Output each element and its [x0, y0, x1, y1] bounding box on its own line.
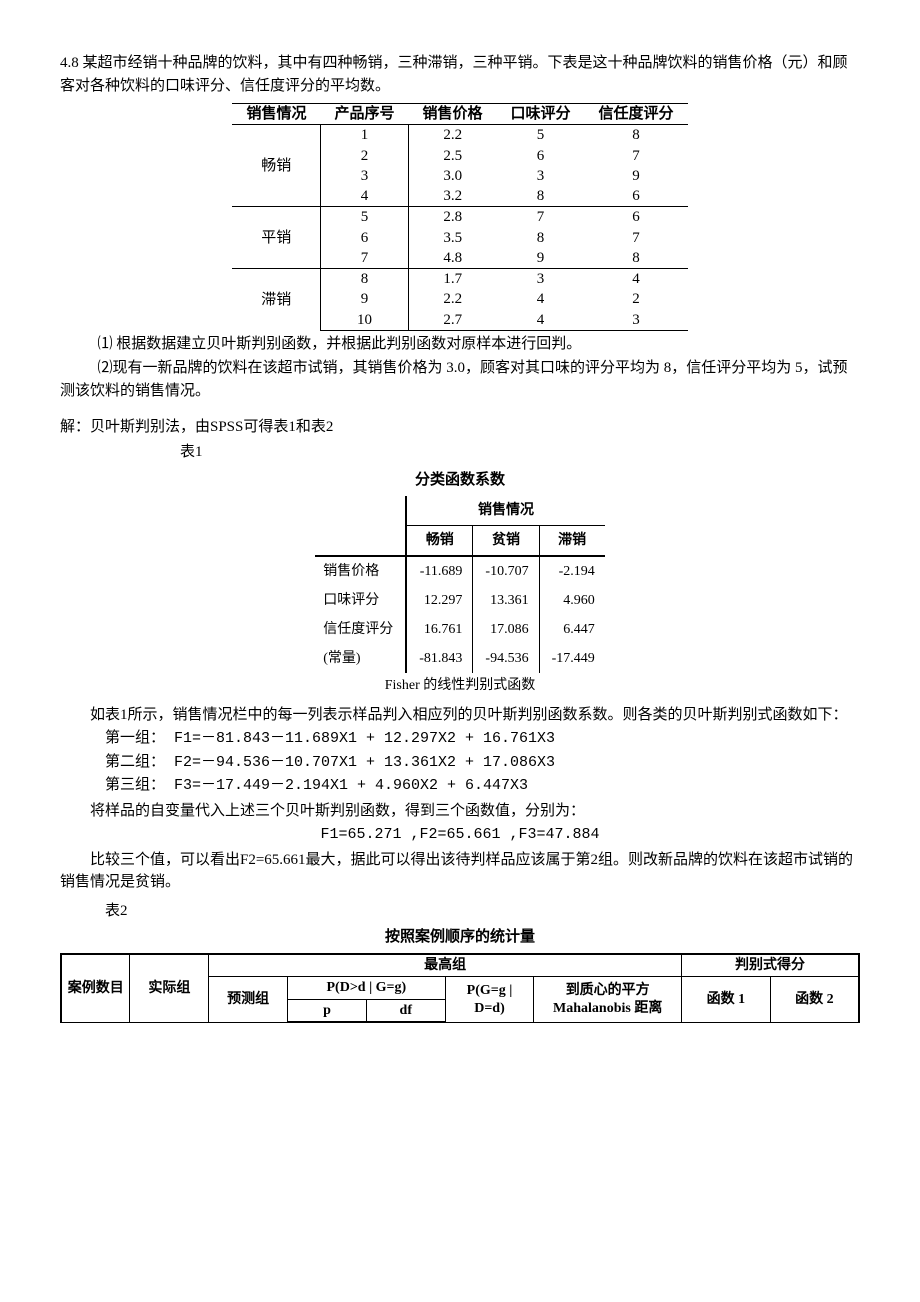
plug-in: 将样品的自变量代入上述三个贝叶斯判别函数，得到三个函数值，分别为： — [60, 800, 860, 823]
col-price: 销售价格 — [408, 104, 496, 125]
row-header: 销售价格 — [315, 556, 406, 586]
cell: 9 — [320, 289, 408, 309]
col-pg: P(G=g | D=d) — [445, 977, 534, 1023]
cell: 4 — [497, 310, 585, 331]
cell: 3 — [320, 166, 408, 186]
col-index: 产品序号 — [320, 104, 408, 125]
cell: 10 — [320, 310, 408, 331]
cell: 4.960 — [539, 586, 605, 615]
cell: 17.086 — [473, 615, 539, 644]
cell: 8 — [497, 228, 585, 248]
row-header: 信任度评分 — [315, 615, 406, 644]
col-p: p — [288, 999, 367, 1022]
col-mahalanobis: 到质心的平方 Mahalanobis 距离 — [534, 977, 682, 1023]
cell: 3 — [585, 310, 688, 331]
cell: 2.2 — [408, 289, 496, 309]
cell: 8 — [497, 186, 585, 207]
question-1: ⑴ 根据数据建立贝叶斯判别函数，并根据此判别函数对原样本进行回判。 — [60, 333, 860, 356]
cell: 4.8 — [408, 248, 496, 269]
col-fn2: 函数 2 — [770, 977, 859, 1023]
question-2: ⑵现有一新品牌的饮料在该超市试销，其销售价格为 3.0，顾客对其口味的评分平均为… — [60, 357, 860, 402]
result-values: F1=65.271 ,F2=65.661 ,F3=47.884 — [60, 824, 860, 847]
cell: 7 — [585, 228, 688, 248]
cell: 8 — [585, 125, 688, 146]
cell: 3.2 — [408, 186, 496, 207]
col-df: df — [366, 999, 445, 1022]
row-header: 口味评分 — [315, 586, 406, 615]
cell: -94.536 — [473, 644, 539, 673]
cell: 6 — [585, 207, 688, 228]
cell: 3.5 — [408, 228, 496, 248]
solution-intro: 解：贝叶斯判别法，由SPSS可得表1和表2 — [60, 416, 860, 439]
cell: 3.0 — [408, 166, 496, 186]
cell: 7 — [497, 207, 585, 228]
cell: 8 — [320, 269, 408, 290]
table1-title: 分类函数系数 — [60, 469, 860, 492]
col-pred: 预测组 — [209, 977, 288, 1023]
col-status: 销售情况 — [232, 104, 320, 125]
cell: 2.7 — [408, 310, 496, 331]
cell: 13.361 — [473, 586, 539, 615]
cell: 6 — [320, 228, 408, 248]
formula-f3: 第三组： F3=－17.449－2.194X1 + 4.960X2 + 6.44… — [105, 775, 860, 798]
cell: 12.297 — [406, 586, 473, 615]
formula-f2: 第二组： F2=－94.536－10.707X1 + 13.361X2 + 17… — [105, 752, 860, 775]
cell: -17.449 — [539, 644, 605, 673]
problem-statement: 4.8 某超市经销十种品牌的饮料，其中有四种畅销，三种滞销，三种平销。下表是这十… — [60, 52, 860, 97]
sub-pd: P(D>d | G=g) — [288, 977, 446, 1000]
cell: 1.7 — [408, 269, 496, 290]
compare-result: 比较三个值，可以看出F2=65.661最大，据此可以得出该待判样品应该属于第2组… — [60, 849, 860, 894]
col-case: 案例数目 — [61, 954, 130, 1023]
cell: -11.689 — [406, 556, 473, 586]
row-header: (常量) — [315, 644, 406, 673]
statistics-table: 案例数目 实际组 最高组 判别式得分 预测组 P(D>d | G=g) P(G=… — [60, 953, 860, 1024]
table1-footer: Fisher 的线性判别式函数 — [60, 675, 860, 696]
col-header: 贫销 — [473, 525, 539, 556]
col-taste: 口味评分 — [497, 104, 585, 125]
cell: 2 — [585, 289, 688, 309]
col-trust: 信任度评分 — [585, 104, 688, 125]
cell: 2.2 — [408, 125, 496, 146]
cell: 6.447 — [539, 615, 605, 644]
table1-label: 表1 — [60, 441, 860, 464]
group-label: 滞销 — [232, 269, 320, 331]
cell: -10.707 — [473, 556, 539, 586]
cell: 2.5 — [408, 146, 496, 166]
cell: 3 — [497, 166, 585, 186]
cell: -81.843 — [406, 644, 473, 673]
cell: 5 — [320, 207, 408, 228]
cell: 6 — [497, 146, 585, 166]
cell: 4 — [585, 269, 688, 290]
cell: 3 — [497, 269, 585, 290]
cell: 8 — [585, 248, 688, 269]
table2-title: 按照案例顺序的统计量 — [60, 926, 860, 949]
cell: 4 — [497, 289, 585, 309]
cell: 2 — [320, 146, 408, 166]
cell: 4 — [320, 186, 408, 207]
cell: 9 — [585, 166, 688, 186]
col-header: 滞销 — [539, 525, 605, 556]
group-label: 平销 — [232, 207, 320, 269]
col-actual: 实际组 — [130, 954, 209, 1023]
cell: 6 — [585, 186, 688, 207]
group-label: 畅销 — [232, 125, 320, 207]
formula-f1: 第一组： F1=－81.843－11.689X1 + 12.297X2 + 16… — [105, 728, 860, 751]
cell: 1 — [320, 125, 408, 146]
explain-t1: 如表1所示，销售情况栏中的每一列表示样品判入相应列的贝叶斯判别函数系数。则各类的… — [60, 704, 860, 727]
col-header: 畅销 — [406, 525, 473, 556]
sales-data-table: 销售情况 产品序号 销售价格 口味评分 信任度评分 畅销 1 2.2 5 8 2… — [232, 103, 687, 331]
table2-label: 表2 — [60, 900, 860, 923]
coefficient-table: 销售情况 畅销 贫销 滞销 销售价格 -11.689 -10.707 -2.19… — [315, 496, 605, 673]
cell: 16.761 — [406, 615, 473, 644]
group-highest: 最高组 — [209, 954, 682, 977]
cell: 2.8 — [408, 207, 496, 228]
cell: 5 — [497, 125, 585, 146]
group-header: 销售情况 — [406, 496, 605, 526]
cell: -2.194 — [539, 556, 605, 586]
cell: 7 — [585, 146, 688, 166]
cell: 9 — [497, 248, 585, 269]
group-discriminant-score: 判别式得分 — [682, 954, 859, 977]
cell: 7 — [320, 248, 408, 269]
col-fn1: 函数 1 — [682, 977, 771, 1023]
